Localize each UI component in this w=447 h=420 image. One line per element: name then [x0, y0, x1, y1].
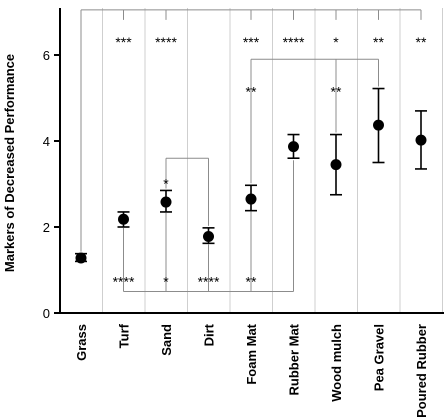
significance-label: ***	[115, 34, 132, 50]
significance-label: ****	[198, 274, 220, 290]
category-label: Dirt	[202, 323, 217, 346]
y-axis-label: Markers of Decreased Performance	[2, 54, 17, 272]
significance-label: *	[163, 274, 169, 290]
category-label: Foam Mat	[244, 323, 259, 384]
y-tick-label: 6	[43, 48, 50, 63]
category-label: Turf	[117, 323, 132, 348]
category-labels: Grass Turf Sand Dirt Foam Mat Rubber Mat Wood …	[74, 323, 429, 418]
significance-label: **	[373, 34, 384, 50]
data-point-group	[287, 133, 300, 159]
category-label: Pea Gravel	[372, 324, 387, 391]
data-point-group	[245, 184, 257, 212]
data-point	[415, 134, 427, 146]
data-point	[118, 213, 129, 225]
significance-label: ****	[113, 274, 135, 290]
data-point	[288, 141, 299, 153]
axes	[59, 8, 444, 314]
significance-label: **	[246, 83, 257, 99]
data-point	[160, 196, 172, 208]
data-point-group	[415, 110, 427, 170]
data-point	[75, 252, 87, 264]
grid-lines	[102, 8, 443, 313]
data-points	[75, 87, 427, 264]
significance-label: **	[246, 274, 257, 290]
significance-label: **	[416, 34, 427, 50]
data-point	[203, 230, 214, 242]
category-label: Rubber Mat	[287, 323, 302, 395]
significance-label: **	[331, 83, 342, 99]
data-point-group	[330, 133, 342, 196]
category-label: Poured Rubber	[414, 324, 429, 418]
significance-label: ****	[155, 34, 177, 50]
y-tick-label: 0	[43, 306, 50, 321]
significance-label: ***	[243, 34, 260, 50]
significance-brackets	[80, 9, 422, 292]
data-point-group	[372, 87, 385, 164]
data-point	[330, 159, 342, 171]
category-label: Sand	[159, 324, 174, 356]
y-ticks: 0 2 4 6	[43, 48, 60, 321]
y-tick-label: 2	[43, 220, 50, 235]
significance-label: *	[163, 175, 169, 191]
significance-label: ****	[283, 34, 305, 50]
y-tick-label: 4	[43, 134, 50, 149]
category-label: Wood mulch	[329, 324, 344, 402]
data-point	[245, 193, 257, 205]
significance-label: *	[333, 34, 339, 50]
data-point	[373, 119, 384, 131]
data-point-group	[160, 189, 172, 213]
significance-labels: *** **** *** **** * ** **** ******* * **** **	[113, 34, 427, 290]
data-point-group	[202, 227, 215, 245]
data-point-group	[75, 252, 87, 264]
category-label: Grass	[74, 324, 89, 361]
data-point-group	[117, 211, 130, 228]
